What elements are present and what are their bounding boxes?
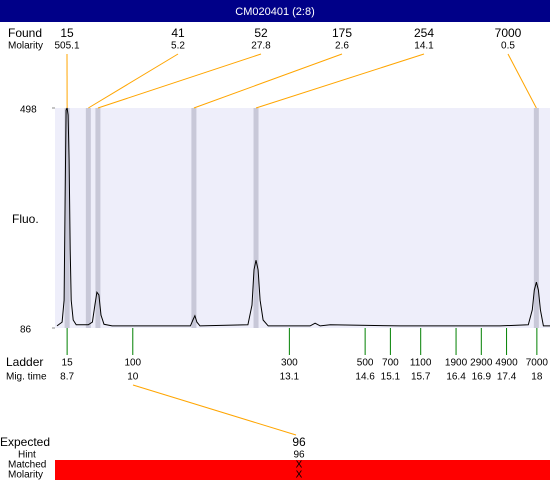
ladder-size: 15 <box>62 358 74 369</box>
found-connector <box>255 53 425 109</box>
peak-band <box>85 108 91 328</box>
found-connector <box>97 53 262 109</box>
found-molarity: 0.5 <box>501 41 515 52</box>
trace <box>56 106 550 327</box>
ladder-size: 1100 <box>410 358 432 369</box>
expected-value: 96 <box>292 435 306 449</box>
molarity-value: X <box>296 470 303 480</box>
found-size: 254 <box>414 26 434 40</box>
y-tick-label: 86 <box>20 325 32 336</box>
plot-area <box>55 108 550 328</box>
ladder-time: 16.9 <box>472 372 492 383</box>
ladder-size: 2900 <box>470 358 493 369</box>
mig-time-label: Mig. time <box>6 372 47 383</box>
expected-label: Expected <box>0 435 50 449</box>
found-connector <box>507 53 537 109</box>
ladder-size: 300 <box>281 358 298 369</box>
ladder-size: 4900 <box>495 358 518 369</box>
matched-bar <box>55 460 550 480</box>
found-molarity: 2.6 <box>335 41 349 52</box>
hint-label: Hint <box>18 450 36 461</box>
expected-connector <box>132 384 297 436</box>
found-molarity: 505.1 <box>54 41 79 52</box>
matched-value: X <box>296 460 303 471</box>
peak-band <box>64 108 70 328</box>
found-size: 41 <box>171 26 185 40</box>
ladder-label: Ladder <box>6 355 43 369</box>
ladder-time: 15.1 <box>381 372 401 383</box>
peak-band <box>191 108 197 328</box>
ladder-time: 8.7 <box>60 372 74 383</box>
ladder-size: 1900 <box>445 358 468 369</box>
found-size: 15 <box>60 26 74 40</box>
ladder-time: 10 <box>127 372 139 383</box>
y-tick-label: 498 <box>20 105 37 116</box>
molarity-label: Molarity <box>8 41 43 52</box>
title: CM020401 (2:8) <box>235 6 315 18</box>
ladder-time: 15.7 <box>411 372 431 383</box>
peak-band <box>253 108 259 328</box>
found-size: 175 <box>332 26 352 40</box>
ladder-time: 13.1 <box>280 372 300 383</box>
ladder-time: 16.4 <box>446 372 466 383</box>
ladder-size: 100 <box>124 358 141 369</box>
peak-band <box>533 108 539 328</box>
matched-label: Matched <box>8 460 46 471</box>
ladder-size: 700 <box>382 358 399 369</box>
y-axis-label: Fluo. <box>12 212 39 226</box>
ladder-time: 18 <box>531 372 543 383</box>
found-label: Found <box>8 26 42 40</box>
found-connector <box>193 53 343 109</box>
found-connector <box>88 53 179 109</box>
found-molarity: 14.1 <box>414 41 434 52</box>
ladder-time: 17.4 <box>497 372 517 383</box>
molarity-label: Molarity <box>8 470 43 480</box>
found-molarity: 5.2 <box>171 41 185 52</box>
ladder-size: 7000 <box>526 358 549 369</box>
hint-value: 96 <box>293 450 305 461</box>
found-molarity: 27.8 <box>251 41 271 52</box>
title-bar <box>0 0 550 22</box>
found-size: 52 <box>254 26 268 40</box>
ladder-size: 500 <box>357 358 374 369</box>
peak-band <box>95 108 101 328</box>
found-size: 7000 <box>495 26 522 40</box>
ladder-time: 14.6 <box>355 372 375 383</box>
